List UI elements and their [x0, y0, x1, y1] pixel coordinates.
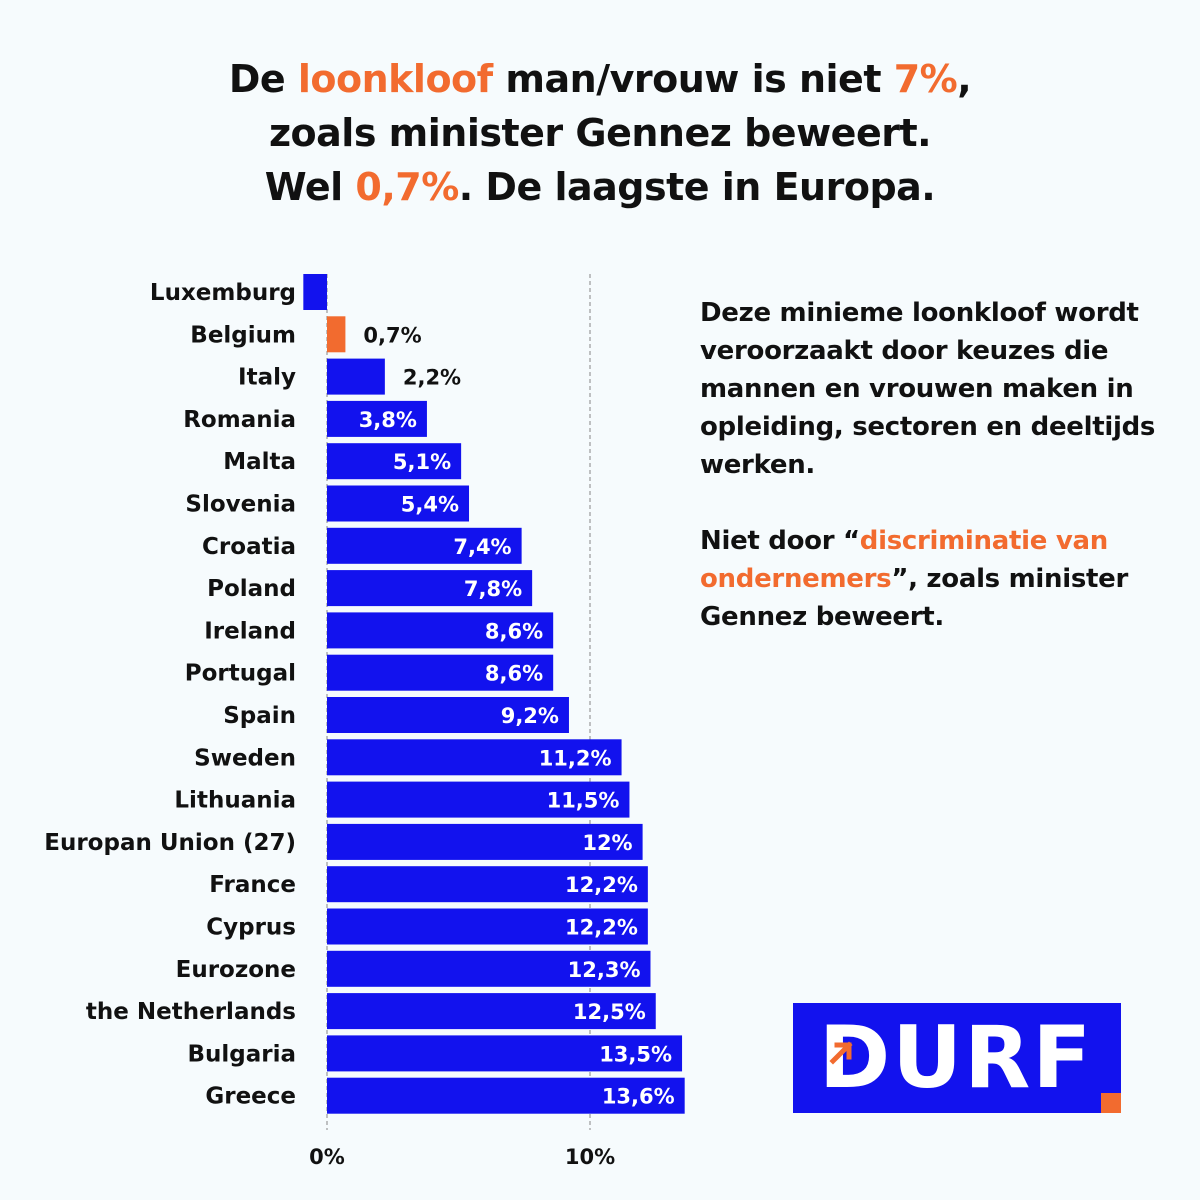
bar-italy [327, 358, 385, 395]
value-label: 12% [582, 831, 632, 855]
bar-malta [327, 443, 462, 480]
logo-text: DURF [818, 1008, 1094, 1108]
value-label: 5,4% [401, 493, 459, 517]
category-label: Eurozone [176, 957, 296, 983]
title-segment: . De laagste in Europa. [458, 165, 936, 209]
category-label: France [209, 872, 296, 898]
bar-croatia [327, 527, 522, 564]
bar-belgium [327, 316, 346, 353]
durf-logo: DURF [793, 1003, 1121, 1113]
explanation-text-start: Niet door “ [700, 526, 860, 556]
x-tick-label: 10% [565, 1145, 615, 1169]
category-label: Lithuania [174, 788, 296, 814]
bar-sweden [327, 739, 622, 776]
category-label: Sweden [194, 745, 296, 771]
category-label: Romania [183, 407, 296, 433]
title-segment: , [957, 57, 972, 101]
bar-luxemburg [303, 274, 327, 310]
category-label: Portugal [185, 661, 296, 687]
category-label: Croatia [202, 534, 296, 560]
category-label: Belgium [190, 322, 296, 348]
bar-spain [327, 697, 569, 733]
title-segment: loonkloof [297, 57, 493, 101]
title-segment: 7% [893, 57, 958, 101]
title-line-1: De loonkloof man/vrouw is niet 7%, [0, 52, 1200, 106]
category-label: Luxemburg [150, 280, 296, 306]
bar-cyprus [327, 908, 648, 945]
category-label: Poland [207, 576, 296, 602]
logo-accent-square [1101, 1093, 1121, 1113]
value-label: 5,1% [393, 450, 451, 474]
title-line-2: zoals minister Gennez beweert. [0, 106, 1200, 160]
value-label: 3,8% [359, 408, 417, 432]
value-label: 13,5% [599, 1042, 672, 1066]
value-label: 0,7% [363, 323, 421, 347]
title-segment: 0,7% [355, 165, 459, 209]
bar-romania [327, 400, 427, 437]
bar-eurozone [327, 950, 651, 987]
title-segment: De [228, 57, 298, 101]
bar-portugal [327, 654, 554, 691]
title-segment: zoals minister Gennez beweert. [268, 111, 932, 155]
explanation-text-end: ”, zoals minister Gennez beweert. [700, 564, 1128, 632]
bar-greece [327, 1077, 685, 1114]
value-label: 12,2% [565, 873, 638, 897]
value-label: 12,2% [565, 916, 638, 940]
category-label: Ireland [204, 618, 296, 644]
category-label: Slovenia [185, 492, 296, 518]
value-label: 7,4% [453, 535, 511, 559]
value-label: 11,5% [547, 789, 620, 813]
bar-france [327, 866, 648, 903]
bar-chart: Luxemburg Belgium 0,7% Italy 2,2% Romania 3,8%… [44, 274, 685, 1169]
explanation-paragraph-1: Deze minieme loonkloof wordt veroorzaakt… [700, 298, 1156, 480]
category-label: Bulgaria [187, 1041, 296, 1067]
value-label: 7,8% [464, 577, 522, 601]
x-tick-label: 0% [309, 1145, 345, 1169]
title-segment: Wel [264, 165, 356, 209]
category-label: Greece [205, 1084, 296, 1110]
category-label: Malta [223, 449, 296, 475]
explanation-paragraph-2: Niet door “discriminatie van ondernemers… [700, 522, 1170, 636]
value-label: 9,2% [501, 704, 559, 728]
value-label: 11,2% [539, 746, 612, 770]
explanation-highlight: discriminatie van ondernemers [700, 526, 1108, 594]
bar-poland [327, 570, 533, 607]
category-label: Italy [238, 365, 296, 391]
value-label: 2,2% [403, 366, 461, 390]
bar-ireland [327, 612, 554, 649]
bar-lithuania [327, 781, 630, 818]
arrow-up-right-icon [829, 1041, 853, 1065]
bar-slovenia [327, 485, 470, 522]
bar-bulgaria [327, 1035, 683, 1072]
title-segment: man/vrouw is niet [492, 57, 894, 101]
value-label: 12,5% [573, 1000, 646, 1024]
value-label: 8,6% [485, 662, 543, 686]
category-label: Europan Union (27) [44, 830, 296, 856]
bar-europan-union-27- [327, 823, 643, 860]
category-label: Cyprus [206, 915, 296, 941]
value-label: 8,6% [485, 619, 543, 643]
title-line-3: Wel 0,7%. De laagste in Europa. [0, 160, 1200, 214]
value-label: 13,6% [602, 1085, 675, 1109]
bar-the-netherlands [327, 993, 656, 1030]
chart-title: De loonkloof man/vrouw is niet 7%, zoals… [0, 52, 1200, 214]
category-label: the Netherlands [86, 999, 296, 1025]
explanation-text: Deze minieme loonkloof wordt veroorzaakt… [700, 294, 1170, 636]
category-label: Spain [223, 703, 296, 729]
value-label: 12,3% [568, 958, 641, 982]
